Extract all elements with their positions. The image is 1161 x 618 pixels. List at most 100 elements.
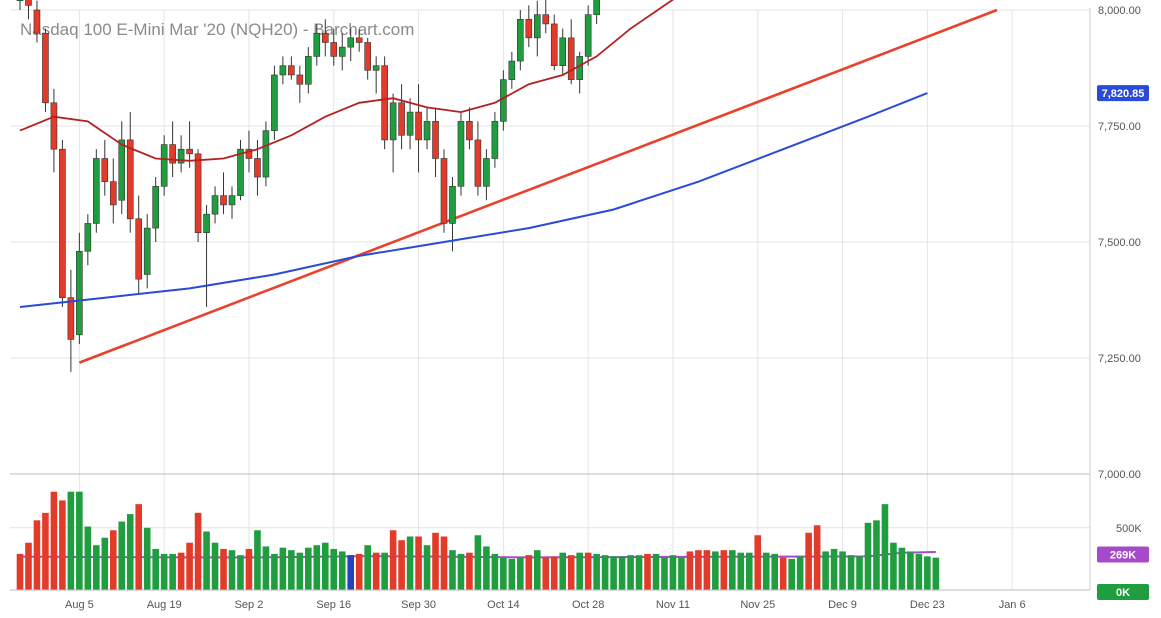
volume-bar <box>101 537 109 590</box>
volume-zero-tag-bg <box>1097 584 1149 600</box>
candle-body <box>254 158 261 178</box>
volume-bar <box>618 556 626 590</box>
candle-body <box>160 144 168 187</box>
candle-body <box>296 74 304 85</box>
volume-average-tag-bg <box>1097 546 1149 563</box>
price-tick-label: 8,000.00 <box>1098 5 1141 17</box>
volume-bar <box>491 553 499 590</box>
date-tick-label: Sep 30 <box>401 599 436 611</box>
volume-bar <box>788 558 795 590</box>
candle-body <box>109 181 117 206</box>
volume-bar <box>525 555 533 590</box>
candle-body <box>559 37 567 66</box>
volume-bar <box>177 552 185 590</box>
candle-body <box>42 32 49 104</box>
volume-bar <box>661 557 668 590</box>
candle-body <box>93 158 100 224</box>
candle-body <box>372 65 380 71</box>
volume-bar <box>584 552 592 590</box>
volume-bar <box>932 557 940 590</box>
candle-body <box>483 158 490 187</box>
volume-bar <box>822 551 829 590</box>
volume-bar <box>254 530 261 590</box>
volume-bar <box>42 512 49 590</box>
volume-bar <box>466 552 473 590</box>
volume-bar <box>644 553 651 590</box>
candle-body <box>500 79 507 122</box>
volume-bar <box>745 552 753 590</box>
candle-body <box>466 121 473 141</box>
volume-bar <box>288 550 295 590</box>
volume-bar <box>533 550 541 590</box>
candle-body <box>237 148 244 196</box>
volume-bar <box>271 553 278 590</box>
volume-bar <box>924 556 931 590</box>
price-tick-label: 7,250.00 <box>1098 353 1141 365</box>
candlesticks <box>16 0 600 372</box>
candle-body <box>474 139 482 187</box>
candle-body <box>59 148 66 298</box>
ma50-line <box>19 0 674 162</box>
volume-bar <box>847 555 855 590</box>
volume-bar <box>601 555 609 590</box>
candle-body <box>381 65 388 141</box>
volume-bar <box>169 553 176 590</box>
volume-bar <box>220 548 227 590</box>
candle-body <box>203 213 210 234</box>
candle-body <box>126 139 134 220</box>
candle-body <box>220 195 227 206</box>
volume-average-tag: 269K <box>1110 550 1136 562</box>
candle-body <box>432 121 439 159</box>
volume-bar <box>508 558 516 590</box>
price-tick-label: 7,000.00 <box>1098 469 1141 481</box>
volume-bar <box>389 530 397 590</box>
volume-bar <box>813 525 821 590</box>
volume-bar <box>330 548 338 590</box>
volume-bar <box>635 555 643 590</box>
candle-body <box>135 218 143 280</box>
candle-body <box>288 65 295 76</box>
volume-bar <box>152 548 159 590</box>
volume-bar <box>194 512 202 590</box>
volume-bar <box>262 546 270 590</box>
volume-bar <box>890 542 897 590</box>
volume-bar <box>856 556 863 590</box>
volume-bar <box>211 542 219 590</box>
candle-body <box>76 250 83 336</box>
candle-body <box>398 102 405 136</box>
grid-lines <box>10 9 1090 590</box>
candle-body <box>321 32 329 43</box>
date-tick-label: Sep 2 <box>235 599 264 611</box>
volume-bar <box>796 556 804 590</box>
volume-bar <box>474 535 482 590</box>
volume-bar <box>737 552 745 590</box>
ma200-tag-bg <box>1097 85 1149 102</box>
price-tick-label: 7,750.00 <box>1098 121 1141 133</box>
candle-body <box>152 186 159 229</box>
volume-bar <box>432 532 439 590</box>
volume-bar <box>203 531 210 590</box>
volume-bar <box>550 556 558 590</box>
volume-bar <box>517 557 524 590</box>
candle-body <box>25 0 32 6</box>
candle-body <box>423 121 431 141</box>
candle-body <box>508 60 516 80</box>
price-axis-ticks: 7,000.00 7,250.00 7,500.00 7,750.00 8,000.00… <box>1098 5 1142 535</box>
volume-bar <box>338 551 346 590</box>
volume-bar <box>839 551 846 590</box>
candle-body <box>355 37 363 43</box>
date-tick-label: Sep 16 <box>316 599 351 611</box>
candle-body <box>389 102 397 141</box>
volume-bars <box>16 491 940 590</box>
candle-body <box>50 102 58 150</box>
candle-body <box>449 186 456 224</box>
candle-body <box>525 18 533 39</box>
candle-body <box>440 158 448 224</box>
date-tick-label: Nov 11 <box>656 599 690 611</box>
candle-body <box>118 139 126 201</box>
candle-body <box>338 46 346 57</box>
volume-bar <box>873 520 880 590</box>
volume-zero-tag: 0K <box>1116 587 1130 599</box>
volume-bar <box>627 555 634 590</box>
